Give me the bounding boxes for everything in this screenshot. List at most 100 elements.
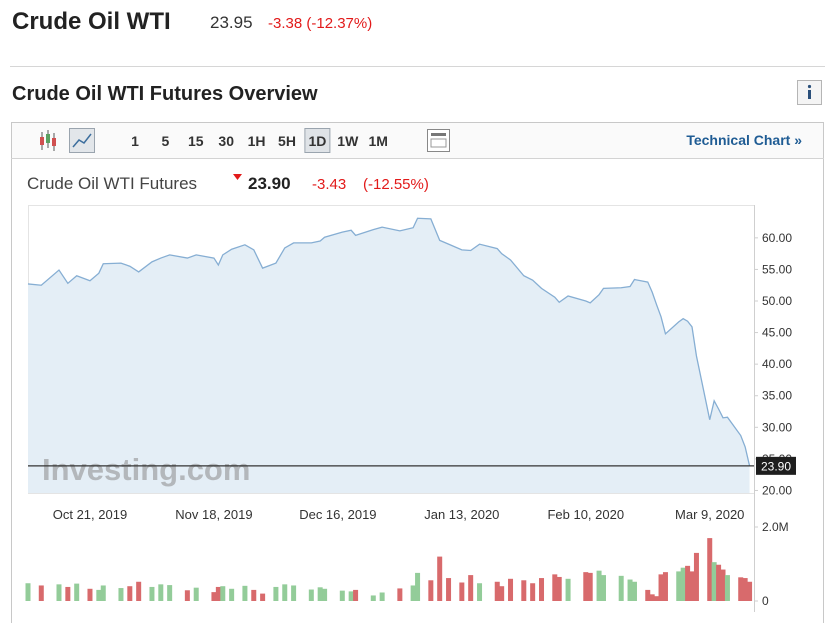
watermark: Investing.com	[42, 452, 250, 487]
icon-candle	[52, 138, 56, 146]
volume-bar	[747, 581, 753, 601]
x-tick-label: Jan 13, 2020	[424, 507, 499, 522]
interval-button[interactable]: 1D	[308, 133, 326, 149]
x-tick-label: Nov 18, 2019	[175, 507, 252, 522]
volume-bar	[118, 588, 124, 601]
icon-bar	[431, 133, 446, 136]
volume-bar	[654, 596, 660, 601]
volume-bar	[720, 569, 726, 601]
price-line	[27, 217, 751, 466]
interval-button[interactable]: 30	[218, 133, 234, 149]
calendar-icon[interactable]	[427, 129, 450, 152]
volume-bar	[689, 571, 695, 601]
volume-bar	[724, 575, 730, 601]
volume-bar	[556, 576, 562, 601]
volume-bar	[87, 588, 93, 601]
volume-bar	[521, 580, 527, 601]
header-price: 23.95	[210, 13, 253, 32]
volume-bar	[477, 583, 483, 601]
volume-bar	[38, 585, 44, 601]
volume-bar	[716, 564, 722, 601]
candle-icon[interactable]	[40, 130, 56, 151]
line-icon[interactable]	[69, 128, 95, 153]
volume-bar	[530, 583, 536, 601]
technical-chart-link[interactable]: Technical Chart »	[686, 132, 802, 148]
volume-bar	[680, 567, 686, 601]
volume-bar	[446, 578, 452, 601]
volume-bar	[317, 587, 323, 601]
volume-bar	[273, 586, 279, 601]
volume-bar	[215, 586, 221, 601]
volume-bar	[631, 581, 637, 601]
volume-bar	[618, 575, 624, 601]
volume-bar	[56, 584, 62, 601]
volume-bar	[74, 583, 80, 601]
volume-bar	[627, 579, 633, 601]
last-price-label: 23.90	[761, 459, 791, 473]
volume-bar	[184, 590, 190, 601]
volume-bar	[583, 572, 589, 601]
instrument-title: Crude Oil WTI	[12, 8, 171, 35]
volume-bar	[379, 592, 385, 601]
volume-bar	[742, 578, 748, 601]
volume-bar	[229, 588, 235, 601]
volume-bar	[282, 584, 288, 601]
volume-bar	[685, 565, 691, 601]
info-button[interactable]	[797, 80, 822, 105]
icon-box[interactable]	[69, 128, 95, 153]
interval-button[interactable]: 1W	[337, 133, 359, 149]
y-tick-label: 55.00	[762, 262, 792, 276]
interval-button[interactable]: 1H	[248, 133, 266, 149]
volume-bar	[645, 589, 651, 601]
volume-bar	[711, 562, 717, 601]
interval-button[interactable]: 5	[162, 133, 170, 149]
volume-bar	[459, 582, 465, 601]
quote-change: -3.43	[312, 176, 346, 193]
volume-bar	[587, 572, 593, 601]
volume-bar	[308, 589, 314, 601]
volume-bar	[596, 570, 602, 601]
volume-bar	[437, 556, 443, 601]
volume-bar	[707, 538, 713, 601]
interval-button[interactable]: 1M	[368, 133, 387, 149]
y-tick-label: 20.00	[762, 483, 792, 497]
x-tick-label: Feb 10, 2020	[547, 507, 624, 522]
toolbar	[12, 123, 823, 158]
volume-bar	[348, 591, 354, 601]
icon-grid	[430, 138, 447, 148]
y-tick-label: 45.00	[762, 326, 792, 340]
volume-bar	[600, 575, 606, 601]
y-tick-label: 50.00	[762, 294, 792, 308]
info-dot	[807, 84, 812, 89]
volume-bar	[428, 580, 434, 601]
volume-bar	[415, 572, 421, 601]
interval-button[interactable]: 1	[131, 133, 139, 149]
area-fill	[28, 218, 750, 493]
volume-bar	[220, 586, 226, 601]
volume-bar	[96, 589, 102, 601]
volume-bar	[251, 589, 257, 601]
x-tick-label: Mar 9, 2020	[675, 507, 744, 522]
volume-bar	[100, 585, 106, 601]
y-tick-label: 40.00	[762, 357, 792, 371]
interval-button[interactable]: 5H	[278, 133, 296, 149]
volume-bar	[149, 586, 155, 601]
volume-bar	[468, 575, 474, 601]
interval-button[interactable]: 15	[188, 133, 204, 149]
volume-tick-label: 0	[762, 594, 769, 608]
volume-bar	[508, 578, 514, 601]
volume-bar	[25, 583, 31, 601]
volume-bar	[65, 586, 71, 601]
volume-bar	[127, 586, 133, 601]
interval-selected[interactable]	[304, 128, 331, 153]
volume-bar	[397, 588, 403, 601]
volume-bar	[494, 581, 500, 601]
volume-bar	[552, 574, 558, 601]
volume-bar	[649, 594, 655, 601]
volume-bar	[370, 595, 376, 601]
volume-bar	[167, 585, 173, 601]
volume-tick-label: 2.0M	[762, 520, 789, 534]
volume-bar	[662, 572, 668, 601]
